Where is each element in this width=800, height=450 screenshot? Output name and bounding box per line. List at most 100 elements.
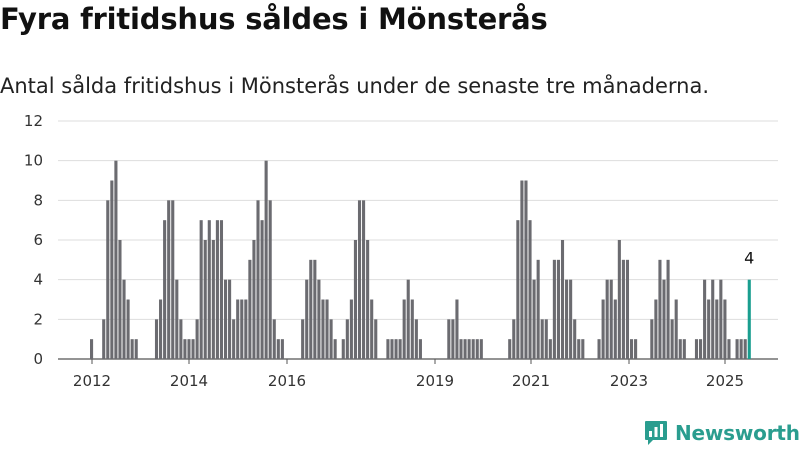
bar xyxy=(272,319,276,359)
y-tick-label: 12 xyxy=(24,112,43,130)
bar xyxy=(357,200,362,359)
bar xyxy=(508,339,512,359)
bar xyxy=(597,339,601,359)
bar xyxy=(581,339,585,359)
bar xyxy=(573,319,577,359)
highlight-value-label: 4 xyxy=(744,249,754,268)
bar xyxy=(719,279,723,359)
bar xyxy=(90,339,94,359)
bar xyxy=(240,299,244,359)
bar xyxy=(617,240,621,359)
bar xyxy=(560,240,565,359)
newsworthy-brand: Newsworthy xyxy=(644,420,800,446)
bar xyxy=(118,240,122,359)
bar xyxy=(248,259,252,359)
chart-subtitle: Antal sålda fritidshus i Mönsterås under… xyxy=(0,74,710,98)
bar xyxy=(232,319,236,359)
bar xyxy=(682,339,686,359)
chart-title: Fyra fritidshus såldes i Mönsterås xyxy=(0,2,548,36)
bar xyxy=(577,339,581,359)
bar xyxy=(264,160,268,359)
bar xyxy=(739,339,743,359)
bar xyxy=(341,339,345,359)
bar xyxy=(398,339,402,359)
y-tick-label: 2 xyxy=(33,310,43,328)
bar xyxy=(179,319,183,359)
bar xyxy=(106,200,110,359)
bar xyxy=(110,180,114,359)
bar xyxy=(154,319,159,359)
bar xyxy=(634,339,638,359)
bar xyxy=(459,339,463,359)
bar xyxy=(666,259,670,359)
bar xyxy=(374,319,378,359)
bar xyxy=(126,299,130,359)
bar xyxy=(321,299,325,359)
x-tick-label: 2025 xyxy=(706,372,744,390)
bar xyxy=(678,339,682,359)
bar xyxy=(467,339,471,359)
bar xyxy=(244,299,248,359)
bar xyxy=(325,299,329,359)
bar xyxy=(699,339,703,359)
bar xyxy=(280,339,284,359)
bar xyxy=(191,339,195,359)
bar xyxy=(195,319,199,359)
y-axis: 0 2 4 6 8 10 12 xyxy=(24,112,43,368)
bar xyxy=(114,160,118,359)
bar xyxy=(134,339,138,359)
annotations: 4 xyxy=(744,249,754,268)
newsworthy-logo-icon xyxy=(645,421,667,445)
bar xyxy=(723,299,727,359)
bar xyxy=(524,180,528,359)
bar xyxy=(711,279,715,359)
bar xyxy=(707,299,711,359)
bar xyxy=(674,299,678,359)
bar xyxy=(447,319,451,359)
x-tick-label: 2023 xyxy=(610,372,648,390)
bar xyxy=(159,299,163,359)
bar xyxy=(613,299,617,359)
bar xyxy=(520,180,524,359)
bar xyxy=(366,240,370,359)
bar xyxy=(390,339,394,359)
bar xyxy=(548,339,552,359)
bar xyxy=(625,259,630,359)
bar xyxy=(386,339,390,359)
x-tick-label: 2014 xyxy=(170,372,208,390)
bar xyxy=(370,299,374,359)
bar xyxy=(544,319,548,359)
bar xyxy=(236,299,240,359)
bar xyxy=(223,279,228,359)
bar xyxy=(540,319,544,359)
bar xyxy=(207,220,211,359)
bar xyxy=(329,319,333,359)
bar xyxy=(305,279,309,359)
bar xyxy=(163,220,167,359)
bar xyxy=(301,319,305,359)
bar xyxy=(516,220,520,359)
bar xyxy=(735,339,739,359)
bar xyxy=(650,319,654,359)
bar xyxy=(333,339,337,359)
bar-highlight xyxy=(747,279,751,359)
bar xyxy=(565,279,569,359)
bar xyxy=(313,259,317,359)
bar xyxy=(345,319,349,359)
bar xyxy=(463,339,467,359)
bar xyxy=(215,220,219,359)
bar xyxy=(532,279,536,359)
bar xyxy=(349,299,353,359)
bar xyxy=(228,279,232,359)
y-tick-label: 4 xyxy=(33,271,43,289)
bar xyxy=(317,279,321,359)
bar xyxy=(276,339,280,359)
bar xyxy=(362,200,366,359)
bar xyxy=(410,299,414,359)
y-tick-label: 0 xyxy=(33,350,43,368)
bar xyxy=(743,339,747,359)
y-tick-label: 10 xyxy=(24,152,43,170)
x-tick-label: 2016 xyxy=(268,372,306,390)
bar xyxy=(199,220,203,359)
bar xyxy=(167,200,171,359)
